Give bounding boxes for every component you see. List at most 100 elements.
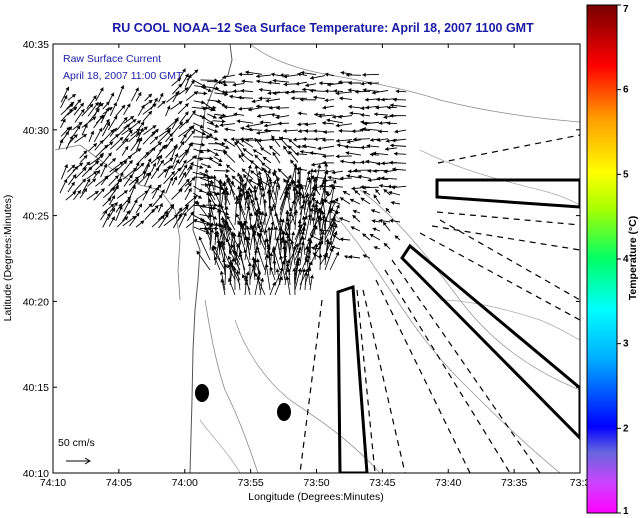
current-vector — [304, 122, 317, 127]
current-vector — [269, 252, 274, 276]
current-vector — [164, 165, 171, 178]
current-vector — [370, 209, 381, 214]
current-vector — [191, 163, 204, 169]
current-vector — [275, 268, 281, 286]
current-vector — [389, 160, 407, 165]
current-vector — [102, 101, 110, 110]
current-vector — [109, 201, 118, 213]
current-vector — [142, 103, 157, 115]
current-vector — [115, 203, 123, 213]
current-vector — [229, 94, 245, 99]
current-vector — [79, 187, 88, 199]
current-vector — [305, 258, 311, 286]
current-vector — [335, 123, 353, 128]
current-vector — [224, 191, 230, 211]
current-vector — [351, 186, 362, 191]
current-vector — [252, 149, 263, 156]
current-vector — [243, 248, 251, 266]
current-vector — [346, 139, 362, 144]
current-vector — [347, 88, 362, 93]
current-vector — [116, 85, 125, 102]
current-vector — [250, 170, 263, 180]
current-vector — [368, 81, 380, 86]
current-vector — [235, 195, 246, 221]
current-vector — [367, 178, 380, 183]
current-vector — [93, 169, 101, 179]
current-vector — [299, 221, 307, 236]
survey-dashed-lines — [299, 134, 580, 473]
current-vector — [290, 89, 308, 94]
current-vector — [388, 190, 401, 196]
colorbar-tick-label: 3 — [623, 339, 629, 350]
current-vector — [304, 213, 312, 241]
current-vector — [323, 130, 335, 135]
survey-line — [439, 219, 580, 301]
current-vector — [193, 175, 212, 180]
survey-line — [356, 289, 376, 473]
current-vector — [311, 162, 326, 167]
current-vector — [59, 178, 68, 194]
survey-line — [431, 225, 580, 251]
current-vector — [137, 121, 145, 131]
current-vector — [329, 221, 337, 246]
current-vector — [283, 178, 290, 187]
current-vector — [108, 92, 115, 103]
current-vector — [211, 246, 226, 271]
current-vector — [184, 176, 196, 187]
current-vector — [184, 124, 195, 136]
current-vector — [258, 180, 263, 196]
current-vector — [204, 226, 211, 241]
current-vector — [223, 138, 236, 147]
current-vector — [357, 174, 371, 179]
current-vector — [178, 171, 187, 185]
current-vector — [373, 168, 389, 174]
current-vector — [367, 168, 380, 173]
current-vector — [318, 208, 323, 236]
current-vector — [284, 210, 297, 236]
current-vector — [109, 102, 118, 117]
current-vector — [86, 170, 98, 180]
current-vector — [187, 161, 194, 171]
current-vector — [318, 81, 335, 86]
current-vector — [353, 168, 371, 173]
current-vector — [232, 266, 237, 291]
current-vector — [180, 133, 187, 144]
current-vector — [278, 136, 290, 149]
current-vector — [269, 180, 277, 201]
current-vector — [247, 262, 252, 286]
current-vector — [163, 214, 179, 227]
current-vector — [324, 72, 335, 77]
current-vector — [184, 195, 198, 207]
current-vector — [100, 163, 108, 178]
current-vector — [329, 183, 344, 188]
current-vector — [319, 214, 326, 241]
current-vector — [224, 173, 236, 188]
y-tick-label: 40:15 — [23, 382, 49, 394]
current-vector — [329, 185, 336, 211]
current-vector — [392, 97, 407, 102]
depth-contour-3 — [329, 209, 561, 473]
current-vector — [383, 188, 391, 196]
current-vector — [272, 151, 281, 164]
current-vector — [135, 220, 145, 228]
current-vector — [344, 144, 362, 149]
current-vector — [344, 255, 351, 259]
current-vector — [235, 270, 241, 291]
current-vector — [362, 254, 371, 259]
current-vector — [95, 152, 105, 163]
current-vector — [263, 168, 271, 191]
current-vector — [67, 164, 76, 173]
x-tick-label: 74:10 — [40, 477, 66, 489]
x-tick-label: 73:3 — [570, 477, 591, 489]
current-vector — [330, 218, 341, 223]
current-vector — [277, 168, 290, 180]
current-vector — [121, 129, 133, 144]
depth-contour-2 — [234, 319, 381, 473]
current-vector — [375, 188, 381, 196]
current-vector — [302, 137, 317, 142]
current-vector — [379, 183, 389, 188]
current-vector — [142, 110, 153, 122]
current-vector — [272, 259, 277, 276]
current-vector — [207, 198, 216, 226]
current-vector — [65, 190, 77, 201]
